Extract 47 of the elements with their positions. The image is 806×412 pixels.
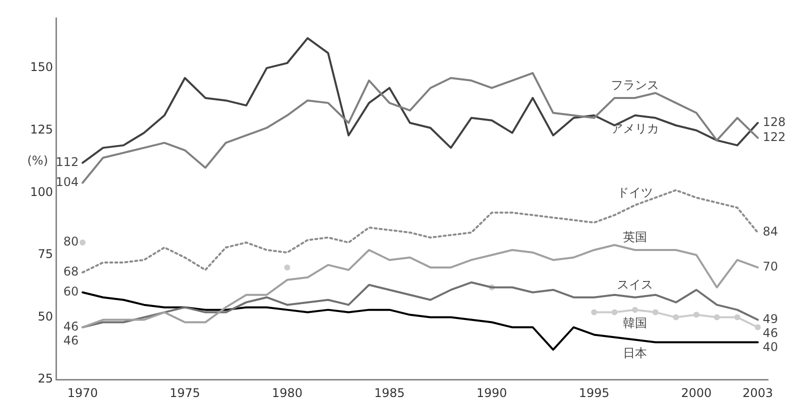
data-label: 104 xyxy=(56,174,79,189)
series-label: 韓国 xyxy=(623,316,648,330)
point xyxy=(591,309,598,316)
series-label: スイス xyxy=(617,277,654,292)
y-tick-label: 150 xyxy=(30,60,53,74)
data-label: 70 xyxy=(762,260,778,274)
y-tick-label: 50 xyxy=(38,309,53,324)
data-label: 46 xyxy=(63,333,79,348)
series-label: 日本 xyxy=(623,346,648,360)
x-tick-label: 1995 xyxy=(578,386,610,400)
point xyxy=(652,309,658,316)
data-label: 122 xyxy=(762,130,786,144)
point xyxy=(734,314,740,320)
series-label: フランス xyxy=(611,78,660,92)
point xyxy=(693,312,700,318)
data-label: 128 xyxy=(762,115,786,130)
x-tick-label: 1970 xyxy=(67,386,98,400)
y-tick-label: 75 xyxy=(38,247,53,262)
data-label: 80 xyxy=(63,234,79,249)
y-tick-label: 100 xyxy=(30,184,53,199)
data-label: 112 xyxy=(56,154,79,169)
line-series xyxy=(82,189,759,274)
y-tick-label: 125 xyxy=(30,122,53,136)
series-label: 英国 xyxy=(623,230,648,244)
point xyxy=(80,240,86,246)
point xyxy=(632,306,638,313)
y-axis-title: (%) xyxy=(27,154,48,168)
data-label: 60 xyxy=(63,284,79,298)
x-tick-label: 1975 xyxy=(170,386,200,400)
data-label: 40 xyxy=(762,340,778,354)
data-label: 46 xyxy=(762,326,778,340)
series-label: ドイツ xyxy=(617,185,654,200)
point xyxy=(284,264,290,270)
point xyxy=(714,314,720,320)
point xyxy=(612,309,618,316)
x-tick-label: 1985 xyxy=(374,386,405,400)
x-tick-label: 1980 xyxy=(272,386,302,400)
data-label: 84 xyxy=(762,224,778,239)
x-tick-label: 2003 xyxy=(742,386,774,400)
x-tick-label: 1990 xyxy=(476,386,508,400)
point xyxy=(672,314,679,320)
data-label: 46 xyxy=(63,319,79,334)
x-tick-label: 2000 xyxy=(681,386,712,400)
data-label: 68 xyxy=(63,264,79,279)
data-label: 49 xyxy=(762,312,778,326)
y-tick-label: 25 xyxy=(38,372,53,386)
point xyxy=(754,324,761,330)
